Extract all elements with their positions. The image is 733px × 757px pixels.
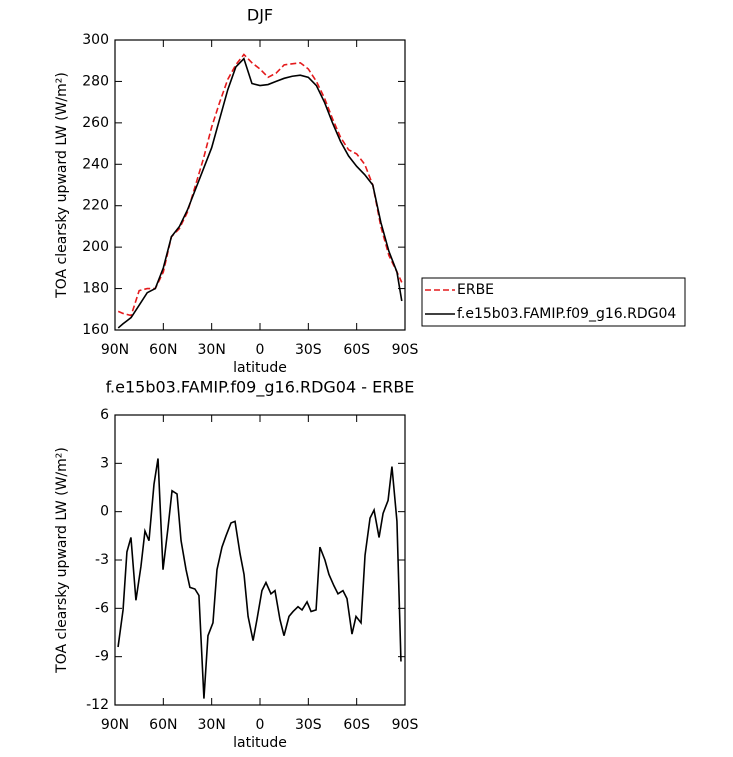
x-tick-label: 90S: [392, 717, 419, 733]
x-tick-label: 30N: [198, 342, 226, 358]
x-tick-label: 60S: [343, 717, 370, 733]
y-tick-label: 160: [82, 322, 109, 338]
y-tick-label: -3: [95, 552, 109, 568]
x-tick-label: 90N: [101, 717, 129, 733]
y-tick-label: 200: [82, 239, 109, 255]
x-tick-label: 0: [256, 717, 265, 733]
x-axis-label: latitude: [233, 360, 287, 376]
y-tick-label: 3: [100, 455, 109, 471]
x-tick-label: 30N: [198, 717, 226, 733]
x-tick-label: 60N: [149, 342, 177, 358]
y-tick-label: -6: [95, 600, 109, 616]
x-tick-label: 90S: [392, 342, 419, 358]
chart-title: DJF: [247, 6, 273, 25]
plot-frame: [114, 414, 406, 706]
y-tick-label: 180: [82, 281, 109, 297]
x-tick-label: 30S: [295, 342, 322, 358]
y-tick-label: 300: [82, 32, 109, 48]
y-axis-label: TOA clearsky upward LW (W/m²): [54, 447, 70, 674]
data-line: [117, 458, 402, 699]
y-tick-label: -12: [86, 697, 109, 713]
y-tick-label: 6: [100, 407, 109, 423]
y-tick-label: 220: [82, 198, 109, 214]
y-tick-label: 280: [82, 73, 109, 89]
data-line: [117, 57, 403, 329]
x-axis-label: latitude: [233, 735, 287, 751]
x-tick-label: 90N: [101, 342, 129, 358]
x-tick-label: 0: [256, 342, 265, 358]
data-line: [117, 53, 403, 317]
y-axis-label: TOA clearsky upward LW (W/m²): [54, 72, 70, 299]
y-tick-label: -9: [95, 649, 109, 665]
legend-label: f.e15b03.FAMIP.f09_g16.RDG04: [457, 306, 676, 322]
legend-label: ERBE: [457, 282, 494, 298]
plot-frame: [114, 39, 406, 331]
x-tick-label: 60N: [149, 717, 177, 733]
y-tick-label: 260: [82, 115, 109, 131]
chart-title: f.e15b03.FAMIP.f09_g16.RDG04 - ERBE: [106, 378, 415, 398]
x-tick-label: 30S: [295, 717, 322, 733]
y-tick-label: 240: [82, 156, 109, 172]
y-tick-label: 0: [100, 504, 109, 520]
legend-box: [421, 277, 686, 327]
x-tick-label: 60S: [343, 342, 370, 358]
